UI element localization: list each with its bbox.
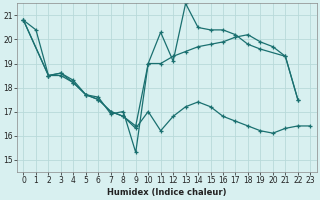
X-axis label: Humidex (Indice chaleur): Humidex (Indice chaleur) (107, 188, 227, 197)
